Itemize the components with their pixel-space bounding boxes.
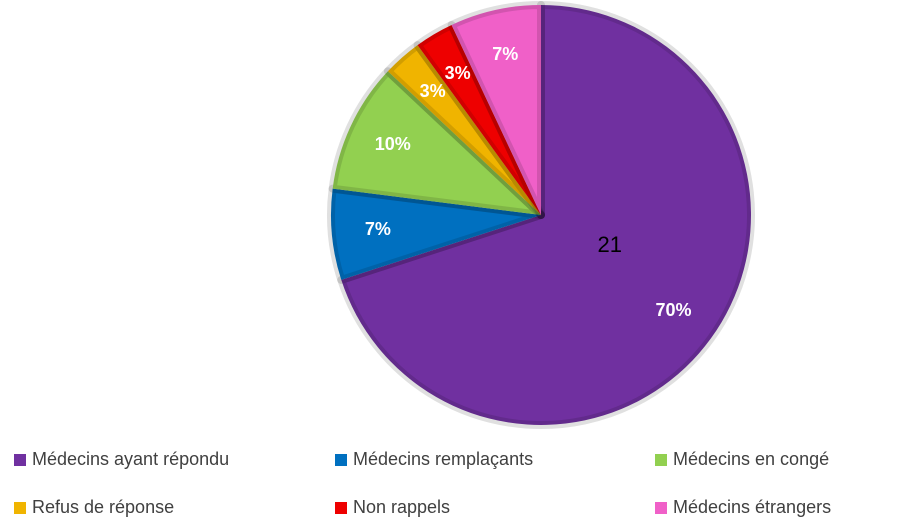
data-label: 7%	[492, 44, 518, 64]
legend-label: Médecins remplaçants	[353, 449, 533, 469]
annotation: 21	[598, 232, 622, 257]
data-label: 70%	[656, 300, 692, 320]
legend-swatch	[655, 454, 667, 466]
legend-swatch	[655, 502, 667, 514]
data-label: 10%	[375, 134, 411, 154]
pie-slice	[413, 20, 545, 219]
pie-slice	[327, 184, 545, 284]
legend-label: Médecins ayant répondu	[32, 449, 229, 469]
legend-swatch	[335, 502, 347, 514]
pie-slice	[447, 1, 545, 219]
legend-label: Refus de réponse	[32, 497, 174, 517]
legend-swatch	[14, 502, 26, 514]
pie-slice	[383, 41, 545, 219]
legend-swatch	[14, 454, 26, 466]
legend-label: Médecins en congé	[673, 449, 829, 469]
legend-label: Non rappels	[353, 497, 450, 517]
legend-swatch	[335, 454, 347, 466]
data-label: 3%	[445, 63, 471, 83]
pie-slice	[328, 67, 545, 219]
data-label: 7%	[365, 219, 391, 239]
data-label: 3%	[420, 81, 446, 101]
pie-slice	[337, 1, 755, 429]
legend-label: Médecins étrangers	[673, 497, 831, 517]
